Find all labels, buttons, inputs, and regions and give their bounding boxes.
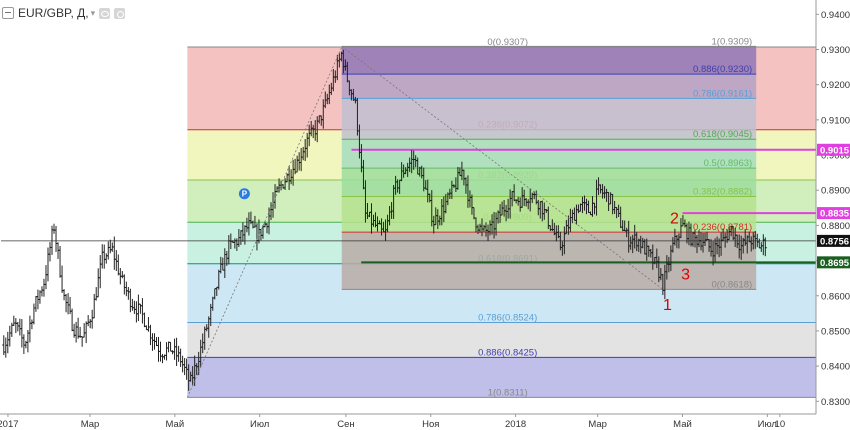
- time-tick-label: Ноя: [422, 419, 439, 430]
- fib2-level-label: 1(0.9309): [712, 36, 753, 47]
- time-tick-label: Май: [166, 419, 185, 430]
- price-label-box: [817, 234, 850, 247]
- fib1-level-label: 0(0.9307): [487, 37, 528, 48]
- fib2-level-label: 0.5(0.8963): [704, 158, 753, 169]
- eye-icon[interactable]: [99, 7, 111, 19]
- fib2-trend-line: [341, 46, 664, 290]
- price-label-text: 0.8695: [820, 258, 850, 269]
- symbol-header: EUR/GBP, Д, ▾: [2, 4, 126, 22]
- price-tick-label: 0.8400: [821, 362, 850, 373]
- price-label-text: 0.8835: [820, 209, 850, 220]
- fib1-level-label: 0.886(0.8425): [478, 347, 537, 358]
- trend-line[interactable]: [186, 46, 664, 398]
- fib2-level-label: 0.886(0.9230): [693, 64, 752, 75]
- fib2-zone-2: [341, 98, 757, 140]
- fib1-zone-5: [187, 322, 817, 358]
- price-tick-label: 0.8800: [821, 221, 850, 232]
- price-tick-label: 0.8300: [821, 397, 850, 408]
- fib2-level-label: 0.618(0.9045): [693, 129, 752, 140]
- fib-retracement-2[interactable]: 1(0.9309) 0.886(0.9230) 0.786(0.9161) 0.618…: [341, 36, 757, 290]
- time-tick-label: 10: [775, 419, 786, 430]
- fib1-level-label: 0.786(0.8524): [478, 312, 537, 323]
- price-label-box: [817, 256, 850, 269]
- time-tick-label: Мар: [588, 419, 607, 430]
- price-label-box: [817, 207, 850, 220]
- price-tick-label: 0.9000: [821, 151, 850, 162]
- price-tick-label: 0.9400: [821, 10, 850, 21]
- symbol-dropdown-icon[interactable]: ▾: [90, 7, 96, 18]
- price-label-text: 0.8756: [820, 236, 849, 247]
- price-axis[interactable]: 0.9400 0.9300 0.9200 0.9100 0.9000 0.8900 0.88…: [815, 0, 850, 430]
- wave-label: 3: [681, 267, 690, 284]
- time-tick-label: Сен: [337, 419, 354, 430]
- fib2-zone-4: [341, 168, 757, 197]
- wave-label: 1: [663, 297, 672, 314]
- time-tick-label: 2018: [505, 419, 526, 430]
- collapse-icon[interactable]: [2, 7, 14, 19]
- price-tick-label: 0.8900: [821, 186, 850, 197]
- price-tick-label: 0.9300: [821, 45, 850, 56]
- horizontal-lines[interactable]: [1, 148, 816, 264]
- ohlc-bars: [2, 49, 767, 391]
- time-tick-label: Май: [673, 419, 692, 430]
- fib2-level-label: 0.382(0.8882): [693, 187, 752, 198]
- price-label-box: [817, 143, 850, 156]
- time-tick-label: Июл: [250, 419, 269, 430]
- time-tick-label: Мар: [81, 419, 100, 430]
- time-tick-label: Июл: [758, 419, 777, 430]
- wave-label: 2: [670, 210, 679, 227]
- fib2-level-label: 0(0.8618): [712, 279, 753, 290]
- fib2-level-label: 0.236(0.8781): [693, 222, 752, 233]
- annotations: 1 2 3 P: [238, 188, 690, 314]
- price-tick-label: 0.8600: [821, 291, 850, 302]
- fib2-zone-3: [341, 139, 757, 169]
- price-tick-label: 0.9100: [821, 115, 850, 126]
- time-tick-label: 2017: [0, 419, 19, 430]
- price-label-text: 0.9015: [820, 145, 850, 156]
- time-axis-background: [0, 414, 850, 430]
- fib2-zone-0: [341, 46, 757, 75]
- pivot-marker-icon: [238, 188, 250, 200]
- price-tick-label: 0.9200: [821, 80, 850, 91]
- fib2-level-label: 0.786(0.9161): [693, 88, 752, 99]
- settings-icon[interactable]: [114, 7, 126, 19]
- symbol-title[interactable]: EUR/GBP, Д,: [18, 6, 89, 20]
- fib1-level-label: 1(0.8311): [488, 387, 528, 398]
- fib1-zone-6: [187, 357, 817, 398]
- pivot-marker-label: P: [242, 190, 248, 199]
- fib2-zone-1: [341, 74, 757, 99]
- price-tick-label: 0.8500: [821, 326, 850, 337]
